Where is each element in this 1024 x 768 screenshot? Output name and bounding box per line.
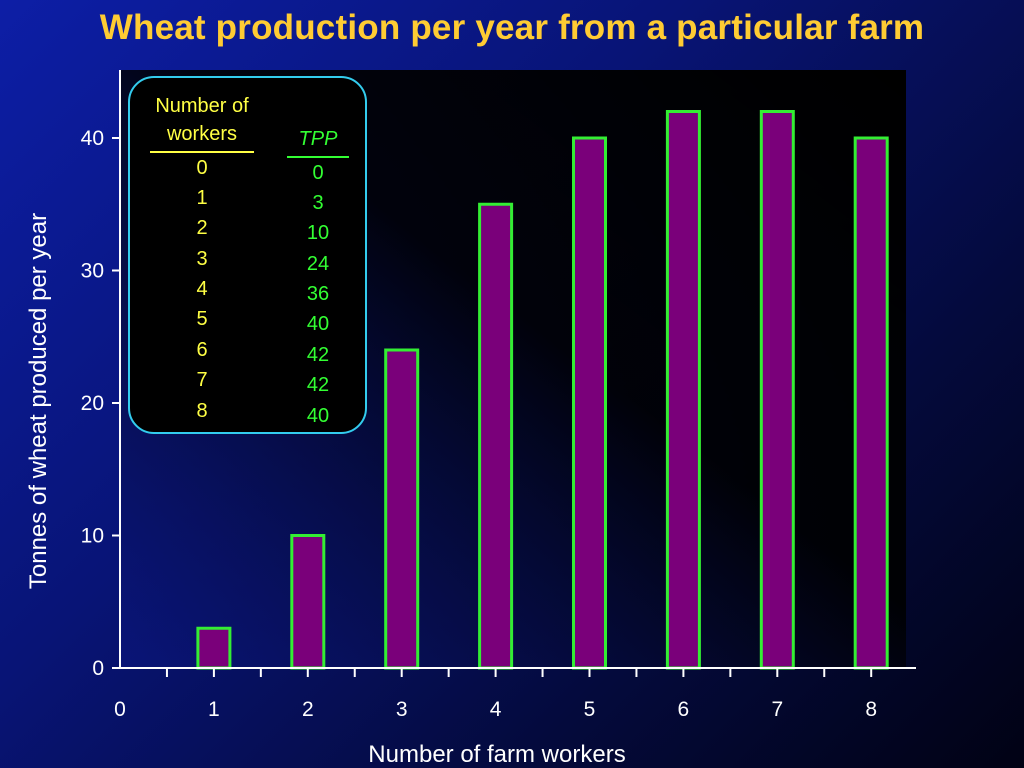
bar-workers-1	[196, 626, 232, 670]
bars-group	[196, 110, 889, 670]
y-tick-label: 0	[92, 657, 104, 680]
tpp-value: 10	[306, 222, 330, 245]
workers-value: 8	[196, 399, 208, 422]
tpp-header-underline	[287, 156, 349, 158]
y-axis-title: Tonnes of wheat produced per year	[25, 213, 52, 589]
axes-group	[112, 70, 916, 677]
bar-workers-7	[759, 110, 795, 670]
workers-value: 7	[196, 369, 208, 392]
slide-title: Wheat production per year from a particu…	[99, 8, 925, 47]
tpp-value: 40	[306, 313, 330, 336]
tpp-value: 42	[306, 343, 330, 366]
tpp-value: 0	[312, 161, 324, 184]
bar-workers-2	[290, 534, 326, 670]
y-tick-label: 30	[81, 260, 104, 283]
workers-header-line1: Number of	[155, 95, 249, 117]
x-tick-label: 4	[490, 698, 502, 721]
workers-value: 5	[196, 308, 208, 331]
x-tick-label: 6	[678, 698, 690, 721]
bar-workers-3	[384, 348, 420, 670]
workers-header-line2: workers	[166, 123, 237, 145]
workers-column: Number of workers 0 1 2 3 4 5 6 7 8	[136, 92, 268, 426]
tpp-column: TPP 0 3 10 24 36 40 42 42 40	[280, 125, 356, 431]
bar-workers-4	[478, 202, 514, 670]
x-tick-label: 7	[771, 698, 783, 721]
y-tick-label: 40	[81, 127, 104, 150]
workers-value: 3	[196, 247, 208, 270]
tpp-value: 36	[306, 283, 330, 306]
y-tick-label: 10	[81, 525, 104, 548]
x-tick-label: 8	[865, 698, 877, 721]
workers-value: 0	[196, 156, 208, 179]
workers-value: 1	[196, 186, 208, 209]
tpp-header: TPP	[298, 128, 338, 150]
workers-value: 2	[196, 217, 208, 240]
x-tick-label: 1	[208, 698, 220, 721]
tpp-value: 3	[312, 191, 324, 214]
bar-workers-5	[572, 136, 607, 670]
workers-value: 6	[196, 338, 208, 361]
x-tick-label: 0	[114, 698, 126, 721]
x-tick-label: 5	[584, 698, 596, 721]
data-table-box: Number of workers 0 1 2 3 4 5 6 7 8 TPP 0 3 10 24 36…	[128, 76, 367, 434]
workers-value: 4	[196, 278, 208, 301]
x-tick-label: 2	[302, 698, 314, 721]
workers-values: 0 1 2 3 4 5 6 7 8	[136, 153, 268, 427]
bar-workers-6	[665, 110, 701, 670]
bar-workers-8	[853, 136, 889, 670]
tpp-value: 24	[306, 252, 330, 275]
tpp-value: 40	[306, 404, 330, 427]
workers-header-underline	[150, 151, 254, 153]
x-axis-title: Number of farm workers	[368, 741, 625, 768]
tpp-value: 42	[306, 374, 330, 397]
y-tick-label: 20	[81, 392, 104, 415]
x-tick-label: 3	[396, 698, 408, 721]
tpp-values: 0 3 10 24 36 40 42 42 40	[280, 158, 356, 432]
